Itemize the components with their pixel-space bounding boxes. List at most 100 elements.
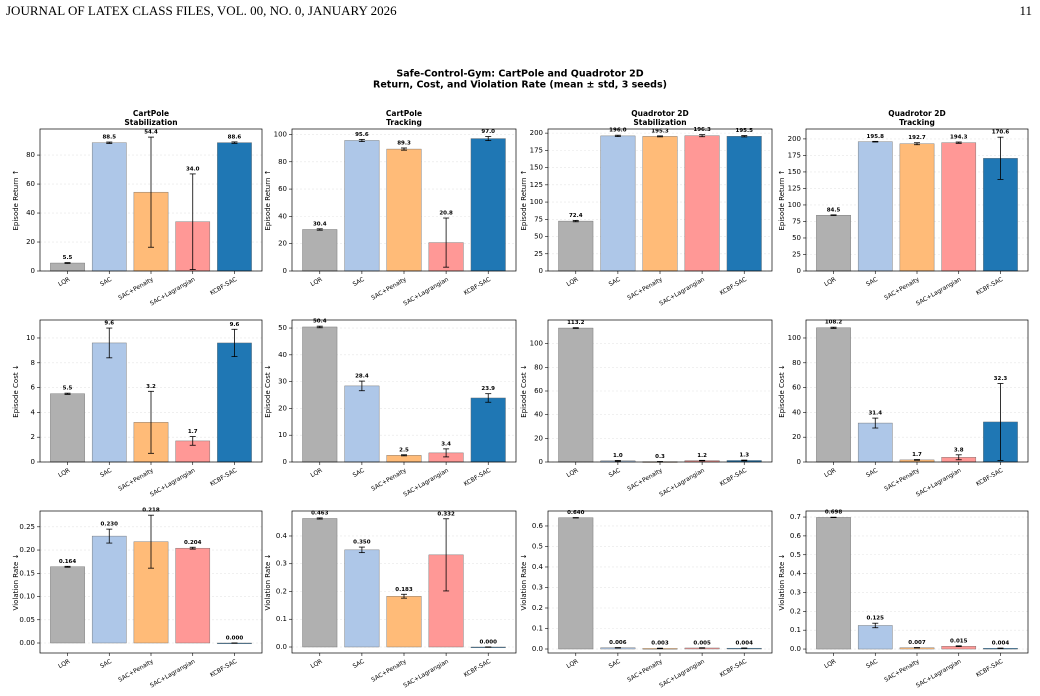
y-tick-label: 20 [792, 433, 801, 441]
x-tick-label: SAC+Lagrangian [915, 658, 963, 690]
x-tick-label: SAC [99, 467, 113, 479]
y-tick-label: 0.5 [790, 551, 801, 559]
y-tick-label: 0.25 [19, 523, 35, 531]
x-tick-label: SAC+Penalty [370, 276, 408, 302]
y-tick-label: 80 [792, 359, 801, 367]
x-tick-label: LQR [309, 276, 323, 288]
bar [386, 455, 422, 463]
y-tick-label: 0.3 [276, 560, 287, 568]
x-tick-label: SAC [608, 276, 622, 288]
x-tick-label: SAC+Lagrangian [658, 658, 706, 690]
value-label: 1.7 [188, 429, 198, 435]
y-tick-label: 50 [792, 234, 801, 242]
y-tick-label: 60 [792, 384, 801, 392]
y-tick-label: 150 [530, 164, 543, 172]
y-tick-label: 40 [792, 408, 801, 416]
bar [302, 326, 338, 463]
bar [600, 135, 636, 272]
y-tick-label: 0.3 [790, 588, 801, 596]
bar [344, 385, 380, 463]
value-label: 0.007 [908, 640, 926, 646]
value-label: 0.004 [992, 641, 1010, 647]
running-header: JOURNAL OF LATEX CLASS FILES, VOL. 00, N… [6, 3, 397, 18]
x-tick-label: SAC+Lagrangian [915, 276, 963, 308]
x-tick-label: SAC [99, 276, 113, 288]
value-label: 9.6 [230, 322, 240, 328]
figure-subtitle: Return, Cost, and Violation Rate (mean ±… [373, 80, 667, 91]
y-tick-label: 25 [792, 250, 801, 258]
y-tick-label: 150 [788, 168, 801, 176]
x-tick-label: SAC+Lagrangian [149, 658, 197, 690]
value-label: 5.5 [63, 386, 73, 392]
y-axis-label: Episode Return ↑ [520, 169, 528, 230]
x-tick-label: KCBF-SAC [463, 658, 492, 679]
y-tick-label: 60 [278, 185, 287, 193]
value-label: 113.2 [567, 320, 585, 326]
y-tick-label: 20 [534, 434, 543, 442]
y-axis-label: Episode Return ↑ [12, 169, 20, 230]
y-tick-label: 0.6 [790, 532, 802, 540]
value-label: 0.183 [395, 587, 413, 593]
bar [91, 142, 127, 272]
x-tick-label: SAC [352, 467, 366, 479]
plot-frame [291, 128, 517, 272]
y-tick-label: 100 [274, 130, 287, 138]
bar [857, 141, 893, 272]
x-tick-label: LQR [823, 658, 837, 670]
y-tick-label: 200 [530, 129, 543, 137]
chart-title: CartPole [386, 109, 422, 118]
chart-subtitle: Tracking [899, 118, 935, 127]
y-tick-label: 0.15 [19, 569, 35, 577]
y-tick-label: 80 [26, 151, 35, 159]
value-label: 72.4 [569, 213, 583, 219]
plot-frame [547, 510, 773, 654]
value-label: 196.3 [693, 127, 711, 133]
x-tick-label: KCBF-SAC [975, 658, 1004, 679]
bar [50, 566, 85, 644]
y-tick-label: 0 [539, 458, 543, 466]
y-tick-label: 75 [534, 215, 543, 223]
bar [91, 342, 127, 463]
chart-subtitle: Stabilization [633, 118, 686, 127]
y-tick-label: 0.1 [790, 626, 801, 634]
value-label: 97.0 [481, 129, 495, 135]
bar [857, 625, 893, 650]
y-tick-label: 125 [530, 181, 543, 189]
x-tick-label: SAC [865, 276, 879, 288]
y-tick-label: 80 [278, 158, 287, 166]
x-tick-label: SAC+Penalty [883, 276, 921, 302]
plot-frame [291, 510, 517, 654]
value-label: 2.5 [399, 447, 409, 453]
value-label: 0.164 [59, 559, 77, 565]
y-tick-label: 0.00 [19, 639, 35, 647]
y-tick-label: 2 [31, 433, 35, 441]
chart-subtitle: Tracking [386, 118, 422, 127]
value-label: 9.6 [104, 321, 114, 327]
x-tick-label: KCBF-SAC [719, 467, 748, 488]
y-tick-label: 20 [278, 404, 287, 412]
bar [642, 136, 678, 272]
y-tick-label: 100 [788, 201, 801, 209]
x-tick-label: SAC+Penalty [626, 276, 664, 302]
plot-frame [805, 319, 1029, 463]
x-tick-label: SAC [608, 658, 622, 670]
y-tick-label: 0.2 [790, 607, 801, 615]
y-tick-label: 0.20 [19, 546, 35, 554]
y-tick-label: 40 [278, 212, 287, 220]
y-tick-label: 100 [530, 198, 543, 206]
bar [344, 140, 380, 272]
y-tick-label: 20 [26, 238, 35, 246]
bar [558, 327, 594, 463]
bar [470, 138, 506, 272]
x-tick-label: SAC+Lagrangian [658, 467, 706, 499]
plot-frame [39, 128, 263, 272]
bar [558, 220, 594, 272]
y-tick-label: 0.5 [532, 542, 543, 550]
value-label: 31.4 [868, 411, 882, 417]
y-axis-label: Violation Rate ↓ [778, 554, 786, 611]
x-tick-label: SAC+Lagrangian [402, 658, 450, 690]
value-label: 32.3 [994, 376, 1008, 382]
value-label: 5.5 [63, 255, 73, 261]
value-label: 28.4 [355, 374, 369, 380]
